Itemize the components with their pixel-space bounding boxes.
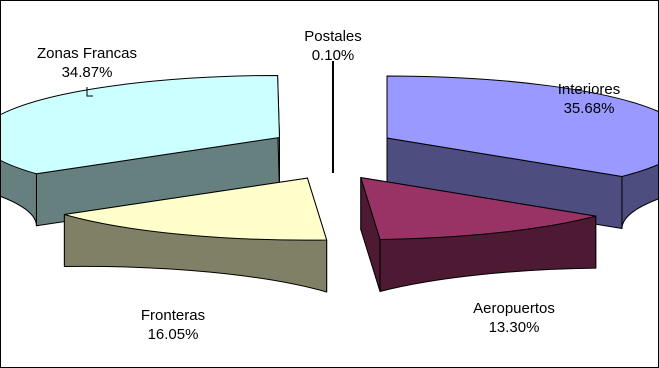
slice-aeropuertos-top — [360, 177, 597, 240]
label-zonas-francas: Zonas Francas 34.87% — [17, 44, 157, 82]
label-postales-value: 0.10% — [311, 47, 355, 64]
label-fronteras-name: Fronteras — [140, 307, 206, 324]
slice-aeropuertos — [360, 177, 597, 292]
label-interiores-name: Interiores — [557, 81, 621, 98]
label-postales-name: Postales — [304, 28, 362, 45]
label-fronteras-value: 16.05% — [147, 326, 199, 343]
label-aeropuertos: Aeropuertos 13.30% — [459, 299, 569, 337]
label-aeropuertos-value: 13.30% — [488, 319, 540, 336]
leader-line-zonas-francas — [86, 87, 93, 97]
label-interiores-value: 35.68% — [563, 100, 615, 117]
label-postales: Postales 0.10% — [293, 27, 373, 65]
label-zonas-francas-value: 34.87% — [61, 64, 113, 81]
label-interiores: Interiores 35.68% — [539, 80, 639, 118]
slice-fronteras-top — [63, 177, 328, 241]
slice-zonas-francas — [1, 74, 280, 227]
label-aeropuertos-name: Aeropuertos — [473, 300, 555, 317]
slice-fronteras — [63, 177, 328, 293]
label-zonas-francas-name: Zonas Francas — [36, 45, 138, 62]
slice-interiores — [386, 75, 658, 230]
slice-zonas-francas-top — [1, 74, 280, 175]
slice-interiores-top — [386, 75, 658, 178]
label-fronteras: Fronteras 16.05% — [123, 306, 223, 344]
